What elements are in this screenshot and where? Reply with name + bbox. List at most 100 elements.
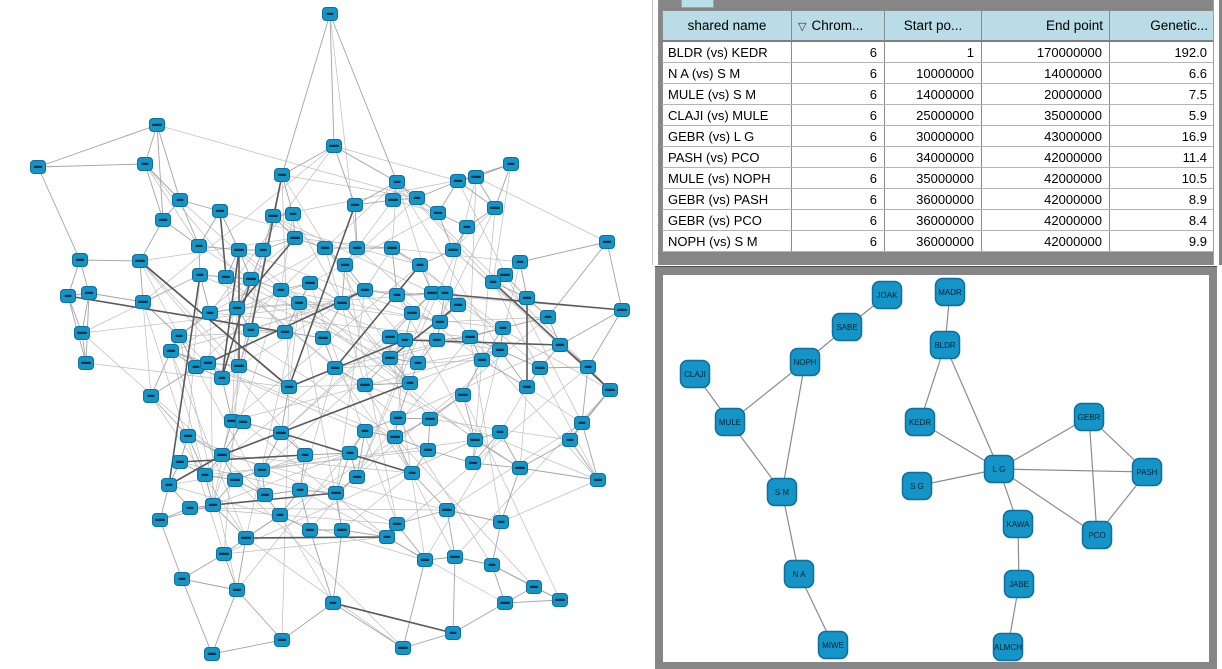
network-node[interactable]: PASH xyxy=(1131,457,1163,487)
table-row[interactable]: BLDR (vs) KEDR 6 1 170000000 192.0 xyxy=(662,41,1215,63)
table-cell[interactable]: 42000000 xyxy=(981,209,1110,231)
table-cell[interactable]: 6.6 xyxy=(1109,62,1215,84)
network-node[interactable] xyxy=(255,243,271,257)
network-node[interactable] xyxy=(216,547,232,561)
network-node[interactable] xyxy=(171,329,187,343)
network-node[interactable] xyxy=(487,201,503,215)
network-node[interactable] xyxy=(390,411,406,425)
network-node[interactable] xyxy=(272,508,288,522)
network-node[interactable] xyxy=(467,433,483,447)
network-node[interactable] xyxy=(231,243,247,257)
column-header-shared-name[interactable]: shared name xyxy=(662,10,792,42)
network-node[interactable] xyxy=(302,276,318,290)
table-cell[interactable]: GEBR (vs) PASH xyxy=(662,188,792,210)
network-node[interactable] xyxy=(357,283,373,297)
network-node[interactable]: CLAJI xyxy=(679,359,711,389)
table-cell[interactable]: 42000000 xyxy=(981,167,1110,189)
table-cell[interactable]: 42000000 xyxy=(981,230,1110,252)
table-cell[interactable]: 10000000 xyxy=(884,62,982,84)
table-cell[interactable]: 25000000 xyxy=(884,104,982,126)
table-row[interactable]: MULE (vs) S M 6 14000000 20000000 7.5 xyxy=(662,83,1215,105)
table-cell[interactable]: 192.0 xyxy=(1109,41,1215,63)
network-node[interactable] xyxy=(231,359,247,373)
network-node[interactable] xyxy=(200,356,216,370)
network-node[interactable] xyxy=(599,235,615,249)
network-node[interactable] xyxy=(317,241,333,255)
network-node[interactable] xyxy=(412,258,428,272)
table-cell[interactable]: 16.9 xyxy=(1109,125,1215,147)
vertical-scrollbar[interactable] xyxy=(1213,0,1219,265)
network-node[interactable] xyxy=(342,446,358,460)
network-node[interactable]: MADR xyxy=(934,277,966,307)
network-node[interactable] xyxy=(214,371,230,385)
network-node[interactable] xyxy=(552,338,568,352)
network-node[interactable] xyxy=(137,157,153,171)
table-cell[interactable]: 6 xyxy=(791,188,885,210)
table-cell[interactable]: 6 xyxy=(791,146,885,168)
network-node[interactable] xyxy=(274,168,290,182)
network-node[interactable] xyxy=(468,170,484,184)
network-node[interactable]: GEBR xyxy=(1073,402,1105,432)
network-node[interactable] xyxy=(410,356,426,370)
network-node[interactable] xyxy=(382,330,398,344)
network-node[interactable] xyxy=(161,478,177,492)
network-node[interactable] xyxy=(430,206,446,220)
network-node[interactable] xyxy=(205,498,221,512)
network-node[interactable] xyxy=(277,325,293,339)
network-node[interactable] xyxy=(389,517,405,531)
column-header-genetic[interactable]: Genetic... xyxy=(1109,10,1215,42)
network-node[interactable] xyxy=(202,306,218,320)
table-cell[interactable]: 42000000 xyxy=(981,188,1110,210)
table-row[interactable]: N A (vs) S M 6 10000000 14000000 6.6 xyxy=(662,62,1215,84)
network-node[interactable] xyxy=(484,558,500,572)
network-node[interactable] xyxy=(72,253,88,267)
table-cell[interactable]: 8.4 xyxy=(1109,209,1215,231)
table-cell[interactable]: 1 xyxy=(884,41,982,63)
network-node[interactable]: KAWA xyxy=(1002,509,1034,539)
table-cell[interactable]: MULE (vs) S M xyxy=(662,83,792,105)
network-node[interactable]: PCO xyxy=(1081,520,1113,550)
network-node[interactable] xyxy=(347,198,363,212)
network-node[interactable] xyxy=(447,550,463,564)
network-node[interactable] xyxy=(274,633,290,647)
network-node[interactable] xyxy=(281,380,297,394)
table-cell[interactable]: 14000000 xyxy=(981,62,1110,84)
table-cell[interactable]: 36000000 xyxy=(884,188,982,210)
network-node[interactable] xyxy=(78,356,94,370)
table-cell[interactable]: 7.5 xyxy=(1109,83,1215,105)
network-node[interactable] xyxy=(357,424,373,438)
table-cell[interactable]: 36000000 xyxy=(884,209,982,231)
network-node[interactable] xyxy=(474,353,490,367)
network-node[interactable] xyxy=(409,191,425,205)
network-node[interactable] xyxy=(404,466,420,480)
table-row[interactable]: PASH (vs) PCO 6 34000000 42000000 11.4 xyxy=(662,146,1215,168)
network-node[interactable] xyxy=(174,572,190,586)
network-node[interactable] xyxy=(503,157,519,171)
network-node[interactable] xyxy=(519,380,535,394)
network-node[interactable] xyxy=(135,295,151,309)
table-row[interactable]: GEBR (vs) PASH 6 36000000 42000000 8.9 xyxy=(662,188,1215,210)
network-node[interactable] xyxy=(325,596,341,610)
network-node[interactable] xyxy=(512,255,528,269)
network-node[interactable] xyxy=(387,430,403,444)
network-node[interactable] xyxy=(227,473,243,487)
network-node[interactable] xyxy=(60,289,76,303)
network-node[interactable] xyxy=(614,303,630,317)
table-cell[interactable]: 170000000 xyxy=(981,41,1110,63)
network-edge[interactable] xyxy=(998,468,1098,536)
network-node[interactable]: NOPH xyxy=(789,347,821,377)
network-node[interactable] xyxy=(163,344,179,358)
table-cell[interactable]: 6 xyxy=(791,209,885,231)
network-node[interactable] xyxy=(143,389,159,403)
network-node[interactable] xyxy=(574,416,590,430)
table-cell[interactable]: 6 xyxy=(791,41,885,63)
network-node[interactable] xyxy=(214,448,230,462)
result-network-view[interactable]: JOAK MADR SABE BLDR NOPH CLAJI GEBR MULE KEDR L G… xyxy=(655,267,1217,669)
network-node[interactable]: S M xyxy=(766,477,798,507)
network-node[interactable] xyxy=(459,220,475,234)
network-node[interactable] xyxy=(74,326,90,340)
network-node[interactable] xyxy=(519,291,535,305)
table-cell[interactable]: 6 xyxy=(791,167,885,189)
network-node[interactable] xyxy=(30,160,46,174)
table-row[interactable]: GEBR (vs) L G 6 30000000 43000000 16.9 xyxy=(662,125,1215,147)
